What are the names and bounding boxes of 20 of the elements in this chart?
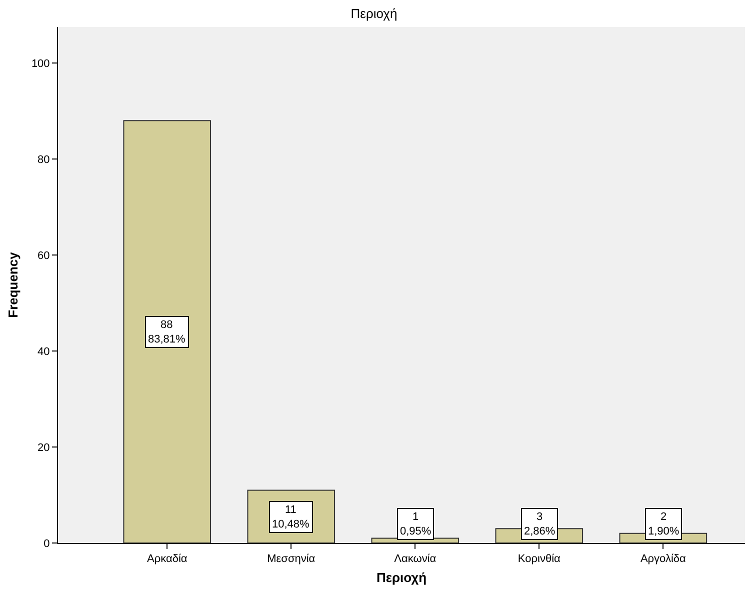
x-tick-label: Κορινθία [518,553,562,566]
data-label: 11 10,48% [272,504,310,530]
data-label: 2 1,90% [648,511,680,538]
data-label: 88 83,81% [148,319,186,346]
y-tick-label: 20 [38,442,50,454]
bar [123,120,212,543]
data-label: 3 2,86% [524,511,556,538]
x-tick-label: Αργολίδα [640,553,687,566]
y-tick-label: 0 [44,538,50,550]
chart-title: Περιοχή [350,6,398,22]
y-axis-title: Frequency [5,251,20,318]
x-axis-title: Περιοχή [376,570,427,585]
x-tick-label: Μεσσηνία [267,553,316,566]
x-tick-label: Αρκαδία [147,553,188,566]
y-tick-label: 80 [38,154,50,166]
y-tick-label: 60 [38,250,50,262]
data-label: 1 0,95% [400,511,432,538]
y-tick-label: 40 [38,346,50,358]
y-tick-label: 100 [31,58,50,70]
x-tick-label: Λακωνία [394,553,437,566]
